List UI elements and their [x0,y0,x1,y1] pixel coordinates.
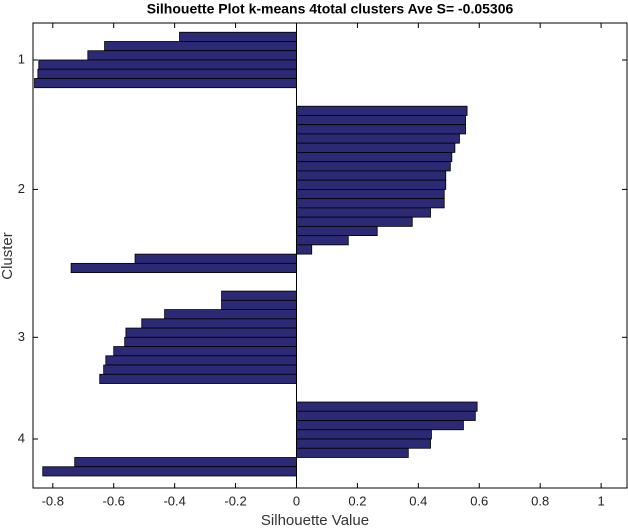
bar [296,152,453,163]
bar [296,429,432,440]
bar [296,124,466,135]
plot-frame [32,22,628,489]
bar [221,299,297,310]
bar [70,262,297,274]
bar [38,59,297,70]
bar [296,115,466,126]
bar [296,244,313,255]
y-tick-label: 1 [18,51,25,66]
bar [113,346,297,357]
y-tick-label: 3 [18,329,25,344]
x-tick-label: 0.2 [348,493,366,508]
bar [141,318,297,329]
bar [125,327,297,338]
bar [296,410,476,421]
x-tick-label: 0.8 [531,493,549,508]
bar [99,373,297,384]
bar [296,447,409,458]
x-tick-label: -0.6 [103,493,125,508]
bar [296,207,431,218]
x-tick-label: 0.6 [470,493,488,508]
bar [42,466,297,477]
bar [296,198,445,209]
bar [296,235,349,246]
bar [221,290,297,301]
x-tick-label: -0.8 [42,493,64,508]
bar [87,50,297,61]
x-axis-title: Silhouette Value [261,512,369,529]
chart-title: Silhouette Plot k-means 4total clusters … [147,1,514,17]
bar [34,78,297,89]
bar [105,355,297,366]
y-tick-label: 4 [18,430,25,445]
bar [296,133,460,144]
bar [296,189,445,200]
bar [74,457,297,468]
bar [296,420,464,431]
x-tick-label: -0.2 [224,493,246,508]
bar [104,41,297,52]
bar [296,401,478,412]
y-axis-title: Cluster [0,232,16,280]
bar [124,336,297,347]
bar [37,68,297,79]
bar [179,31,297,42]
bar [296,225,378,237]
bar [296,161,451,172]
x-tick-label: 0.4 [409,493,427,508]
bar [103,364,297,375]
y-tick-label: 2 [18,181,25,196]
bar [296,105,468,116]
bar [296,179,447,190]
bar [164,309,297,320]
x-tick-label: -0.4 [163,493,185,508]
bar [296,438,431,449]
x-tick-label: 1 [597,493,604,508]
bar [296,216,413,227]
bar [134,253,297,264]
x-tick-label: 0 [293,493,300,508]
bar [296,142,456,153]
bar [296,170,447,181]
